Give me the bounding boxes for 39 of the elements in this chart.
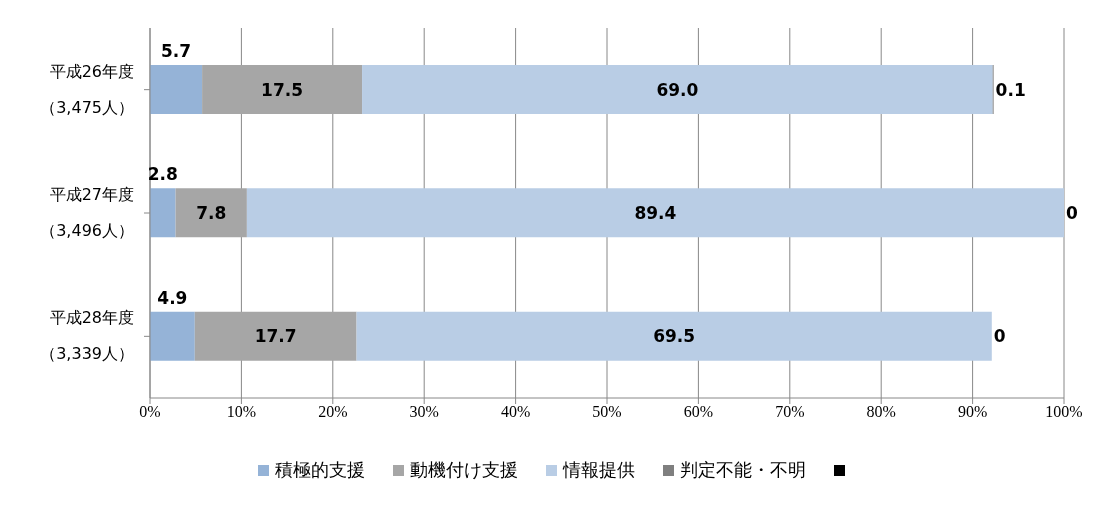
data-label: 17.7 [254, 326, 297, 347]
x-tick-label: 100% [1045, 403, 1083, 421]
x-tick-label: 10% [226, 403, 257, 421]
data-label: 4.9 [157, 287, 188, 308]
x-tick-label: 60% [683, 403, 714, 421]
y-tick-label: 平成28年度（3,339人） [40, 308, 134, 364]
y-tick-label: 平成26年度（3,475人） [40, 61, 134, 117]
data-label: 69.5 [653, 326, 696, 347]
x-tick-label: 70% [775, 403, 805, 421]
x-tick-label: 50% [592, 403, 622, 421]
legend-label: 動機付け支援 [409, 458, 518, 482]
x-tick-label: 80% [866, 403, 896, 421]
bar [246, 188, 1064, 238]
x-tick-label: 90% [957, 403, 988, 421]
bar [194, 311, 357, 361]
x-tick-label: 30% [409, 403, 439, 421]
bar [150, 65, 203, 114]
bar [175, 188, 247, 238]
x-tick-label: 20% [318, 403, 348, 421]
bar [150, 311, 195, 361]
legend-label: 積極的支援 [274, 458, 365, 482]
bar [362, 65, 993, 114]
data-label: 0 [993, 326, 1006, 347]
data-label: 5.7 [160, 41, 192, 61]
bar [150, 188, 176, 238]
y-tick-label: 平成27年度（3,496人） [40, 185, 134, 240]
data-label: 17.5 [261, 79, 304, 100]
bar [202, 65, 363, 114]
data-label: 0.1 [995, 79, 1026, 100]
bar [356, 311, 992, 361]
data-label: 89.4 [634, 202, 677, 223]
data-label: 0 [1066, 202, 1078, 223]
legend-label: 情報提供 [562, 458, 635, 482]
x-tick-label: 40% [500, 403, 531, 421]
x-tick-label: 0% [139, 403, 161, 421]
data-label: 2.8 [147, 164, 178, 185]
data-label: 7.8 [196, 202, 227, 223]
legend-label: 判定不能・不明 [679, 458, 806, 482]
data-label: 69.0 [656, 79, 699, 100]
